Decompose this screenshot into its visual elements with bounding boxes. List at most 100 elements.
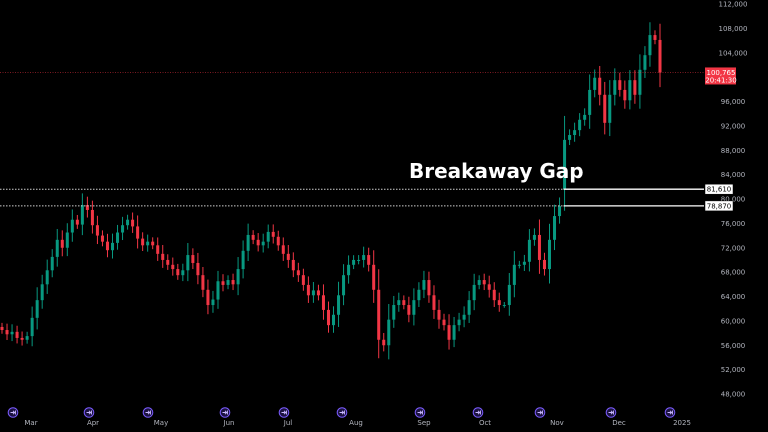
candle-body xyxy=(25,336,29,340)
candle-body xyxy=(648,35,652,56)
event-marker-icon[interactable] xyxy=(142,403,154,418)
candle-body xyxy=(357,259,361,261)
candle xyxy=(231,273,235,291)
candle-body xyxy=(452,325,456,340)
candle xyxy=(402,295,406,310)
y-tick-label: 64,000 xyxy=(721,293,746,301)
candle-body xyxy=(196,262,200,276)
candle xyxy=(85,196,89,218)
candle xyxy=(553,204,557,251)
candle xyxy=(256,233,260,252)
candle-body xyxy=(100,235,104,242)
candle xyxy=(558,197,562,224)
breakaway-gap-annotation: Breakaway Gap xyxy=(409,159,584,183)
candle-body xyxy=(568,135,572,140)
gap-top-label: 81,610 xyxy=(707,186,732,194)
event-marker-icon[interactable] xyxy=(605,403,617,418)
candle xyxy=(362,246,366,268)
candle-body xyxy=(522,261,526,265)
candle-body xyxy=(633,80,637,95)
candle-body xyxy=(332,314,336,326)
event-marker-icon[interactable] xyxy=(278,403,290,418)
candle xyxy=(337,281,341,327)
candle-body xyxy=(542,259,546,270)
x-tick-label: Dec xyxy=(612,419,626,427)
candle-body xyxy=(326,309,330,326)
candle-body xyxy=(382,339,386,346)
x-tick-label: Sep xyxy=(417,419,431,427)
event-marker-icon[interactable] xyxy=(664,403,676,418)
event-marker-icon[interactable] xyxy=(414,403,426,418)
candle-body xyxy=(15,331,19,338)
event-marker-icon[interactable] xyxy=(7,403,19,418)
candle xyxy=(442,313,446,331)
y-tick-label: 92,000 xyxy=(721,122,746,130)
candle-body xyxy=(352,259,356,265)
event-marker-icon[interactable] xyxy=(472,403,484,418)
candle xyxy=(432,285,436,319)
candle-body xyxy=(613,80,617,95)
y-tick-label: 68,000 xyxy=(721,269,746,277)
candle xyxy=(166,254,170,270)
gap-bottom-label: 78,870 xyxy=(707,202,732,210)
event-marker-icon[interactable] xyxy=(83,403,95,418)
candle xyxy=(618,72,622,97)
y-tick-label: 56,000 xyxy=(721,342,746,350)
candle-body xyxy=(216,281,220,300)
event-marker-icon[interactable] xyxy=(534,403,546,418)
candle-body xyxy=(532,234,536,240)
candle xyxy=(25,331,29,344)
candle xyxy=(141,232,145,251)
candle-body xyxy=(372,264,376,290)
candle xyxy=(136,215,140,249)
candle-body xyxy=(547,239,552,270)
candle-body xyxy=(105,241,109,251)
candle xyxy=(598,65,602,106)
candle-body xyxy=(598,77,602,95)
x-tick-label: Oct xyxy=(478,419,492,427)
candle xyxy=(537,219,541,274)
event-marker-icon[interactable] xyxy=(219,403,231,418)
candle xyxy=(397,292,401,312)
candle xyxy=(633,70,637,104)
candle-body xyxy=(70,219,74,233)
candle-body xyxy=(392,305,396,320)
candle xyxy=(316,284,320,301)
y-tick-label: 72,000 xyxy=(721,244,746,252)
candle-body xyxy=(201,275,205,290)
candle xyxy=(211,290,215,313)
candle-body xyxy=(603,94,607,123)
candle xyxy=(583,108,587,126)
candle-body xyxy=(30,317,34,337)
candle-body xyxy=(95,225,99,236)
candle-body xyxy=(256,239,260,246)
candle-body xyxy=(658,39,662,73)
candle-body xyxy=(442,319,446,326)
candle xyxy=(588,74,592,129)
candle-body xyxy=(643,55,647,70)
candle-body xyxy=(502,305,506,307)
candle-body xyxy=(527,239,531,262)
candle-body xyxy=(85,205,89,210)
candle xyxy=(573,122,577,142)
candle-body xyxy=(136,226,140,239)
candle-body xyxy=(5,330,9,335)
candle-body xyxy=(60,239,64,248)
candle xyxy=(623,80,627,109)
candle xyxy=(653,30,657,45)
candle xyxy=(75,214,79,229)
candle xyxy=(116,224,120,250)
candle xyxy=(261,233,265,253)
candle xyxy=(216,270,220,309)
candle xyxy=(186,243,190,282)
candle xyxy=(110,233,115,259)
event-marker-icon[interactable] xyxy=(336,403,348,418)
candle-body xyxy=(301,275,305,285)
candle xyxy=(181,263,185,282)
y-tick-label: 76,000 xyxy=(721,220,746,228)
candle-body xyxy=(276,236,280,246)
candle xyxy=(60,230,64,257)
candle-body xyxy=(131,219,135,227)
candle xyxy=(236,257,240,296)
